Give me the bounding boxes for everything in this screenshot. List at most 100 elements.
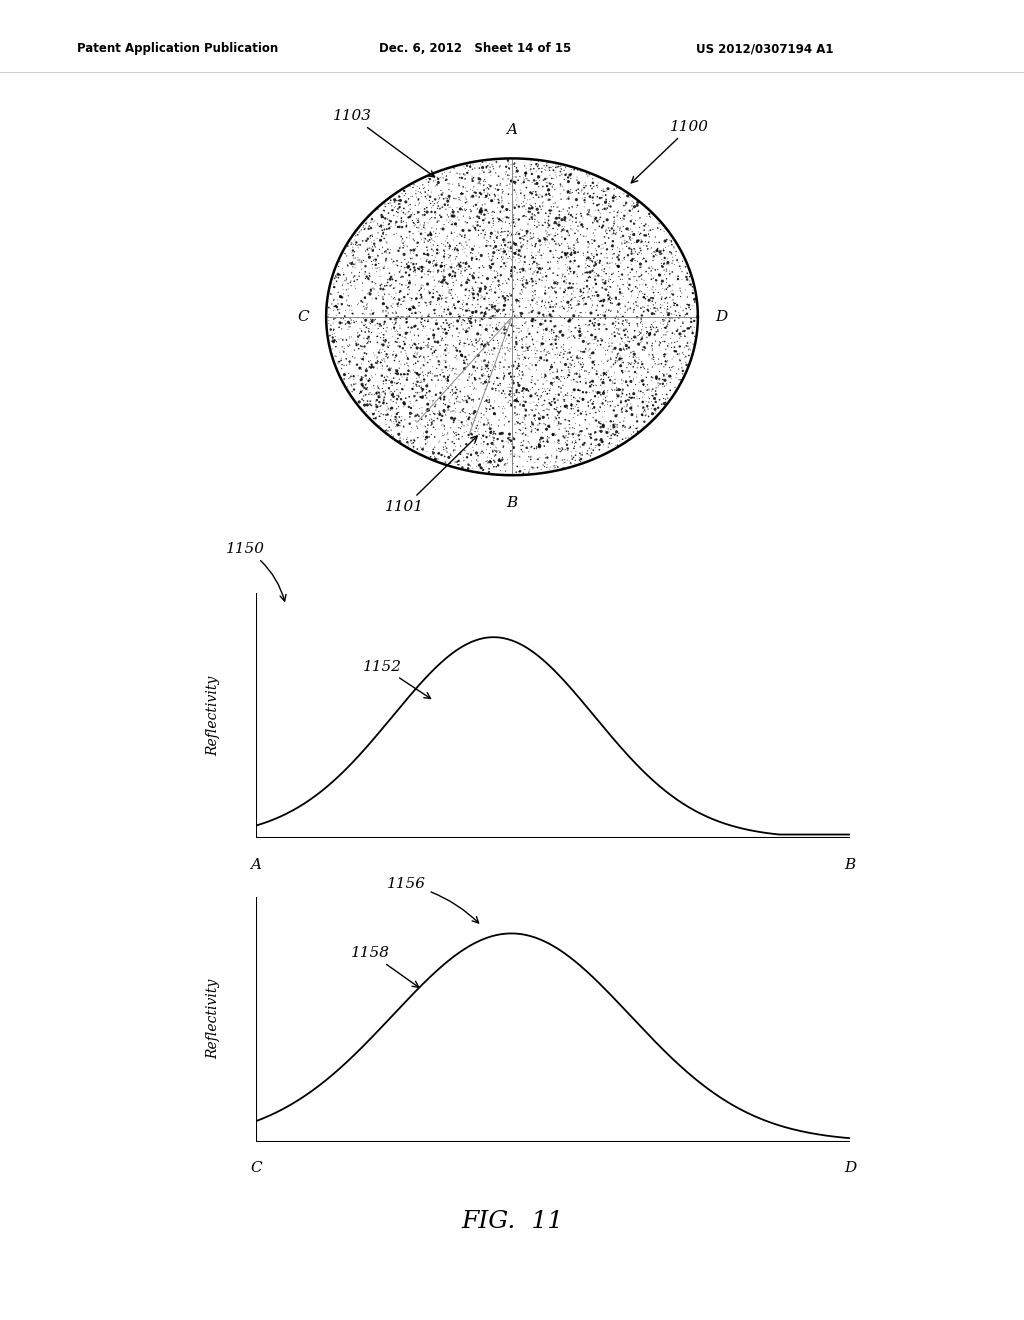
Point	[525, 392, 542, 413]
Point	[498, 290, 514, 312]
Point	[420, 312, 436, 333]
Point	[328, 337, 344, 358]
Point	[485, 421, 502, 442]
Point	[416, 348, 432, 370]
Point	[563, 164, 580, 185]
Point	[394, 326, 411, 347]
Point	[454, 275, 470, 296]
Point	[590, 330, 606, 351]
Point	[497, 206, 513, 227]
Point	[590, 367, 606, 388]
Point	[604, 248, 621, 269]
Point	[537, 213, 553, 234]
Point	[414, 183, 430, 205]
Point	[355, 249, 372, 271]
Point	[462, 236, 478, 257]
Point	[371, 253, 387, 275]
Point	[658, 384, 675, 405]
Point	[364, 251, 380, 272]
Point	[604, 335, 621, 356]
Point	[492, 424, 508, 445]
Point	[562, 165, 579, 186]
Point	[504, 412, 520, 433]
Point	[360, 244, 377, 265]
Point	[357, 375, 374, 396]
Point	[451, 429, 467, 450]
Point	[645, 317, 662, 338]
Point	[638, 261, 654, 282]
Point	[627, 249, 643, 271]
Point	[487, 302, 504, 323]
Point	[465, 437, 481, 458]
Point	[542, 457, 558, 478]
Point	[580, 315, 596, 337]
Point	[489, 248, 506, 269]
Point	[459, 392, 475, 413]
Point	[387, 347, 403, 368]
Point	[378, 231, 394, 252]
Point	[472, 169, 488, 190]
Point	[436, 417, 453, 438]
Point	[401, 413, 418, 434]
Point	[564, 211, 581, 232]
Point	[518, 157, 535, 178]
Text: Dec. 6, 2012   Sheet 14 of 15: Dec. 6, 2012 Sheet 14 of 15	[379, 42, 571, 55]
Point	[427, 426, 443, 447]
Point	[552, 345, 568, 366]
Point	[585, 172, 601, 193]
Point	[544, 168, 560, 189]
Point	[480, 351, 497, 372]
Point	[485, 238, 502, 259]
Point	[557, 396, 573, 417]
Point	[393, 342, 410, 363]
Point	[495, 197, 511, 218]
Point	[553, 189, 569, 210]
Point	[655, 240, 672, 261]
Point	[587, 219, 603, 240]
Text: 1156: 1156	[387, 878, 478, 923]
Point	[635, 375, 651, 396]
Point	[655, 253, 672, 275]
Point	[452, 164, 468, 185]
Point	[554, 265, 570, 286]
Point	[502, 389, 518, 411]
Point	[635, 374, 651, 395]
Point	[483, 294, 500, 315]
Point	[515, 387, 531, 408]
Point	[497, 414, 513, 436]
Point	[445, 440, 462, 461]
Point	[530, 165, 547, 186]
Point	[620, 203, 636, 224]
Point	[364, 322, 380, 343]
Point	[393, 209, 410, 230]
Point	[459, 301, 475, 322]
Point	[505, 166, 521, 187]
Point	[629, 230, 645, 251]
Point	[336, 306, 352, 327]
Point	[517, 313, 534, 334]
Point	[570, 351, 587, 372]
Point	[336, 355, 352, 376]
Point	[652, 244, 669, 265]
Point	[471, 173, 487, 194]
Point	[630, 251, 646, 272]
Point	[475, 351, 492, 372]
Point	[522, 354, 539, 375]
Point	[476, 209, 493, 230]
Point	[479, 366, 496, 387]
Point	[512, 232, 528, 253]
Point	[496, 319, 512, 341]
Point	[401, 194, 418, 215]
Point	[528, 381, 545, 403]
Point	[539, 172, 555, 193]
Point	[514, 362, 530, 383]
Point	[399, 348, 416, 370]
Point	[349, 329, 366, 350]
Point	[583, 323, 599, 345]
Point	[547, 281, 563, 302]
Point	[479, 414, 496, 436]
Point	[434, 252, 451, 273]
Point	[447, 187, 464, 209]
Point	[436, 259, 453, 280]
Point	[617, 194, 634, 215]
